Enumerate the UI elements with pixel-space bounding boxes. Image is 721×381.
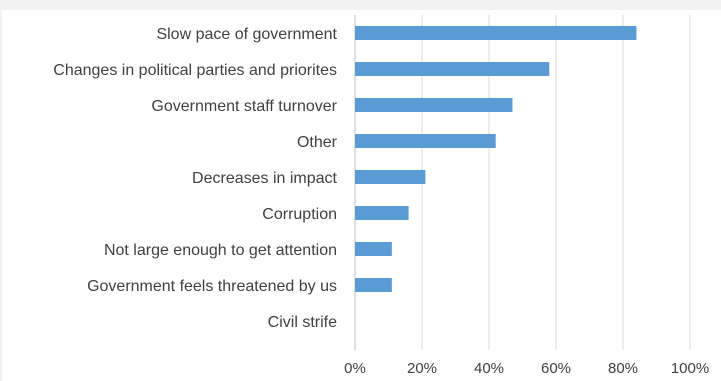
- category-label: Corruption: [262, 206, 337, 223]
- x-tick-label: 20%: [407, 360, 437, 377]
- x-tick-labels: 0% 20% 40% 60% 80% 100%: [344, 360, 709, 377]
- x-tick-label: 0%: [344, 360, 366, 377]
- category-label: Changes in political parties and priorit…: [53, 62, 337, 79]
- category-label: Government staff turnover: [151, 98, 337, 115]
- category-labels: Slow pace of government Changes in politi…: [53, 26, 337, 331]
- x-tick-label: 80%: [608, 360, 638, 377]
- x-tick-label: 100%: [671, 360, 709, 377]
- x-tick-label: 60%: [541, 360, 571, 377]
- category-label: Civil strife: [268, 314, 337, 331]
- category-label: Government feels threatened by us: [87, 278, 337, 295]
- bar: [355, 278, 392, 292]
- category-label: Other: [297, 134, 338, 151]
- category-label: Decreases in impact: [192, 170, 338, 187]
- bar: [355, 206, 409, 220]
- x-tick-label: 40%: [474, 360, 504, 377]
- bar: [355, 170, 426, 184]
- category-label: Slow pace of government: [156, 26, 337, 43]
- chart-area: Slow pace of government Changes in politi…: [2, 10, 721, 381]
- bar: [355, 62, 550, 76]
- bar: [355, 242, 392, 256]
- bars: [355, 26, 637, 292]
- category-label: Not large enough to get attention: [104, 242, 337, 259]
- bar: [355, 26, 637, 40]
- bar-chart: Slow pace of government Changes in politi…: [53, 15, 709, 377]
- bar: [355, 98, 513, 112]
- bar: [355, 134, 496, 148]
